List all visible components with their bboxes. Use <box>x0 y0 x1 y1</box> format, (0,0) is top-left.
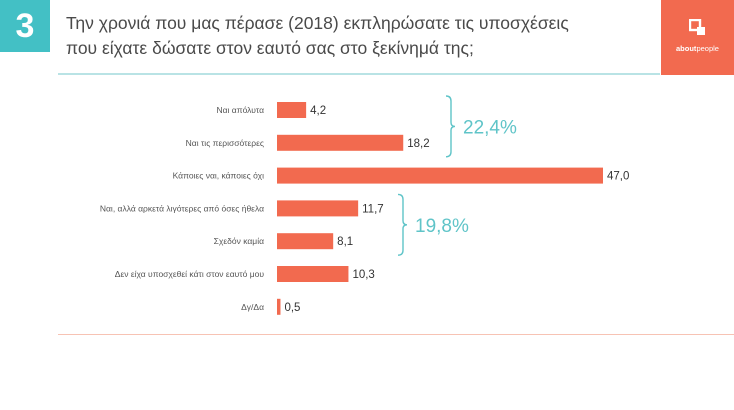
value-label: 47,0 <box>607 171 629 183</box>
group-total-label: 22,4% <box>463 117 517 138</box>
category-label: Σχεδόν καμία <box>214 236 264 246</box>
value-label: 0,5 <box>284 302 300 314</box>
title-divider <box>58 73 660 75</box>
brand-logo-icon <box>689 19 705 35</box>
group-total-label: 19,8% <box>415 216 469 237</box>
value-label: 8,1 <box>337 236 353 248</box>
bar <box>277 167 603 184</box>
category-label: Ναι τις περισσότερες <box>186 138 264 148</box>
category-label: Ναι απόλυτα <box>217 105 265 115</box>
bar <box>277 298 281 315</box>
bar <box>277 102 307 118</box>
category-label: Κάποιες ναι, κάποιες όχι <box>173 171 264 181</box>
category-label: Δγ/Δα <box>241 302 264 312</box>
bar <box>277 134 404 151</box>
category-label: Δεν είχα υποσχεθεί κάτι στον εαυτό μου <box>115 269 265 279</box>
slide-number-badge: 3 <box>0 0 50 52</box>
brand-name-rest: people <box>696 44 719 53</box>
bar <box>277 200 359 217</box>
chart-title: Την χρονιά που μας πέρασε (2018) εκπληρώ… <box>66 11 656 61</box>
group-bracket <box>397 193 408 256</box>
chart-title-line-1: Την χρονιά που μας πέρασε (2018) εκπληρώ… <box>66 13 569 33</box>
value-label: 10,3 <box>352 269 374 281</box>
bar <box>277 266 349 282</box>
value-label: 18,2 <box>407 138 429 150</box>
value-label: 4,2 <box>310 105 326 117</box>
header: 3 Την χρονιά που μας πέρασε (2018) εκπλη… <box>0 0 734 75</box>
bar <box>277 233 334 250</box>
value-label: 11,7 <box>362 203 384 215</box>
footer-divider <box>58 334 734 335</box>
group-bracket <box>445 95 456 158</box>
category-label: Ναι, αλλά αρκετά λιγότερες από όσες ήθελ… <box>100 203 264 213</box>
chart-title-line-2: που είχατε δώσατε στον εαυτό σας στο ξεκ… <box>66 38 474 58</box>
horizontal-bar-chart: Ναι απόλυτα 4,2 Ναι τις περισσότερες 18,2 Κά… <box>100 95 629 315</box>
brand-name-bold: about <box>676 44 697 53</box>
brand-name: aboutpeople <box>661 44 734 53</box>
brand-logo-block: aboutpeople <box>661 0 734 75</box>
